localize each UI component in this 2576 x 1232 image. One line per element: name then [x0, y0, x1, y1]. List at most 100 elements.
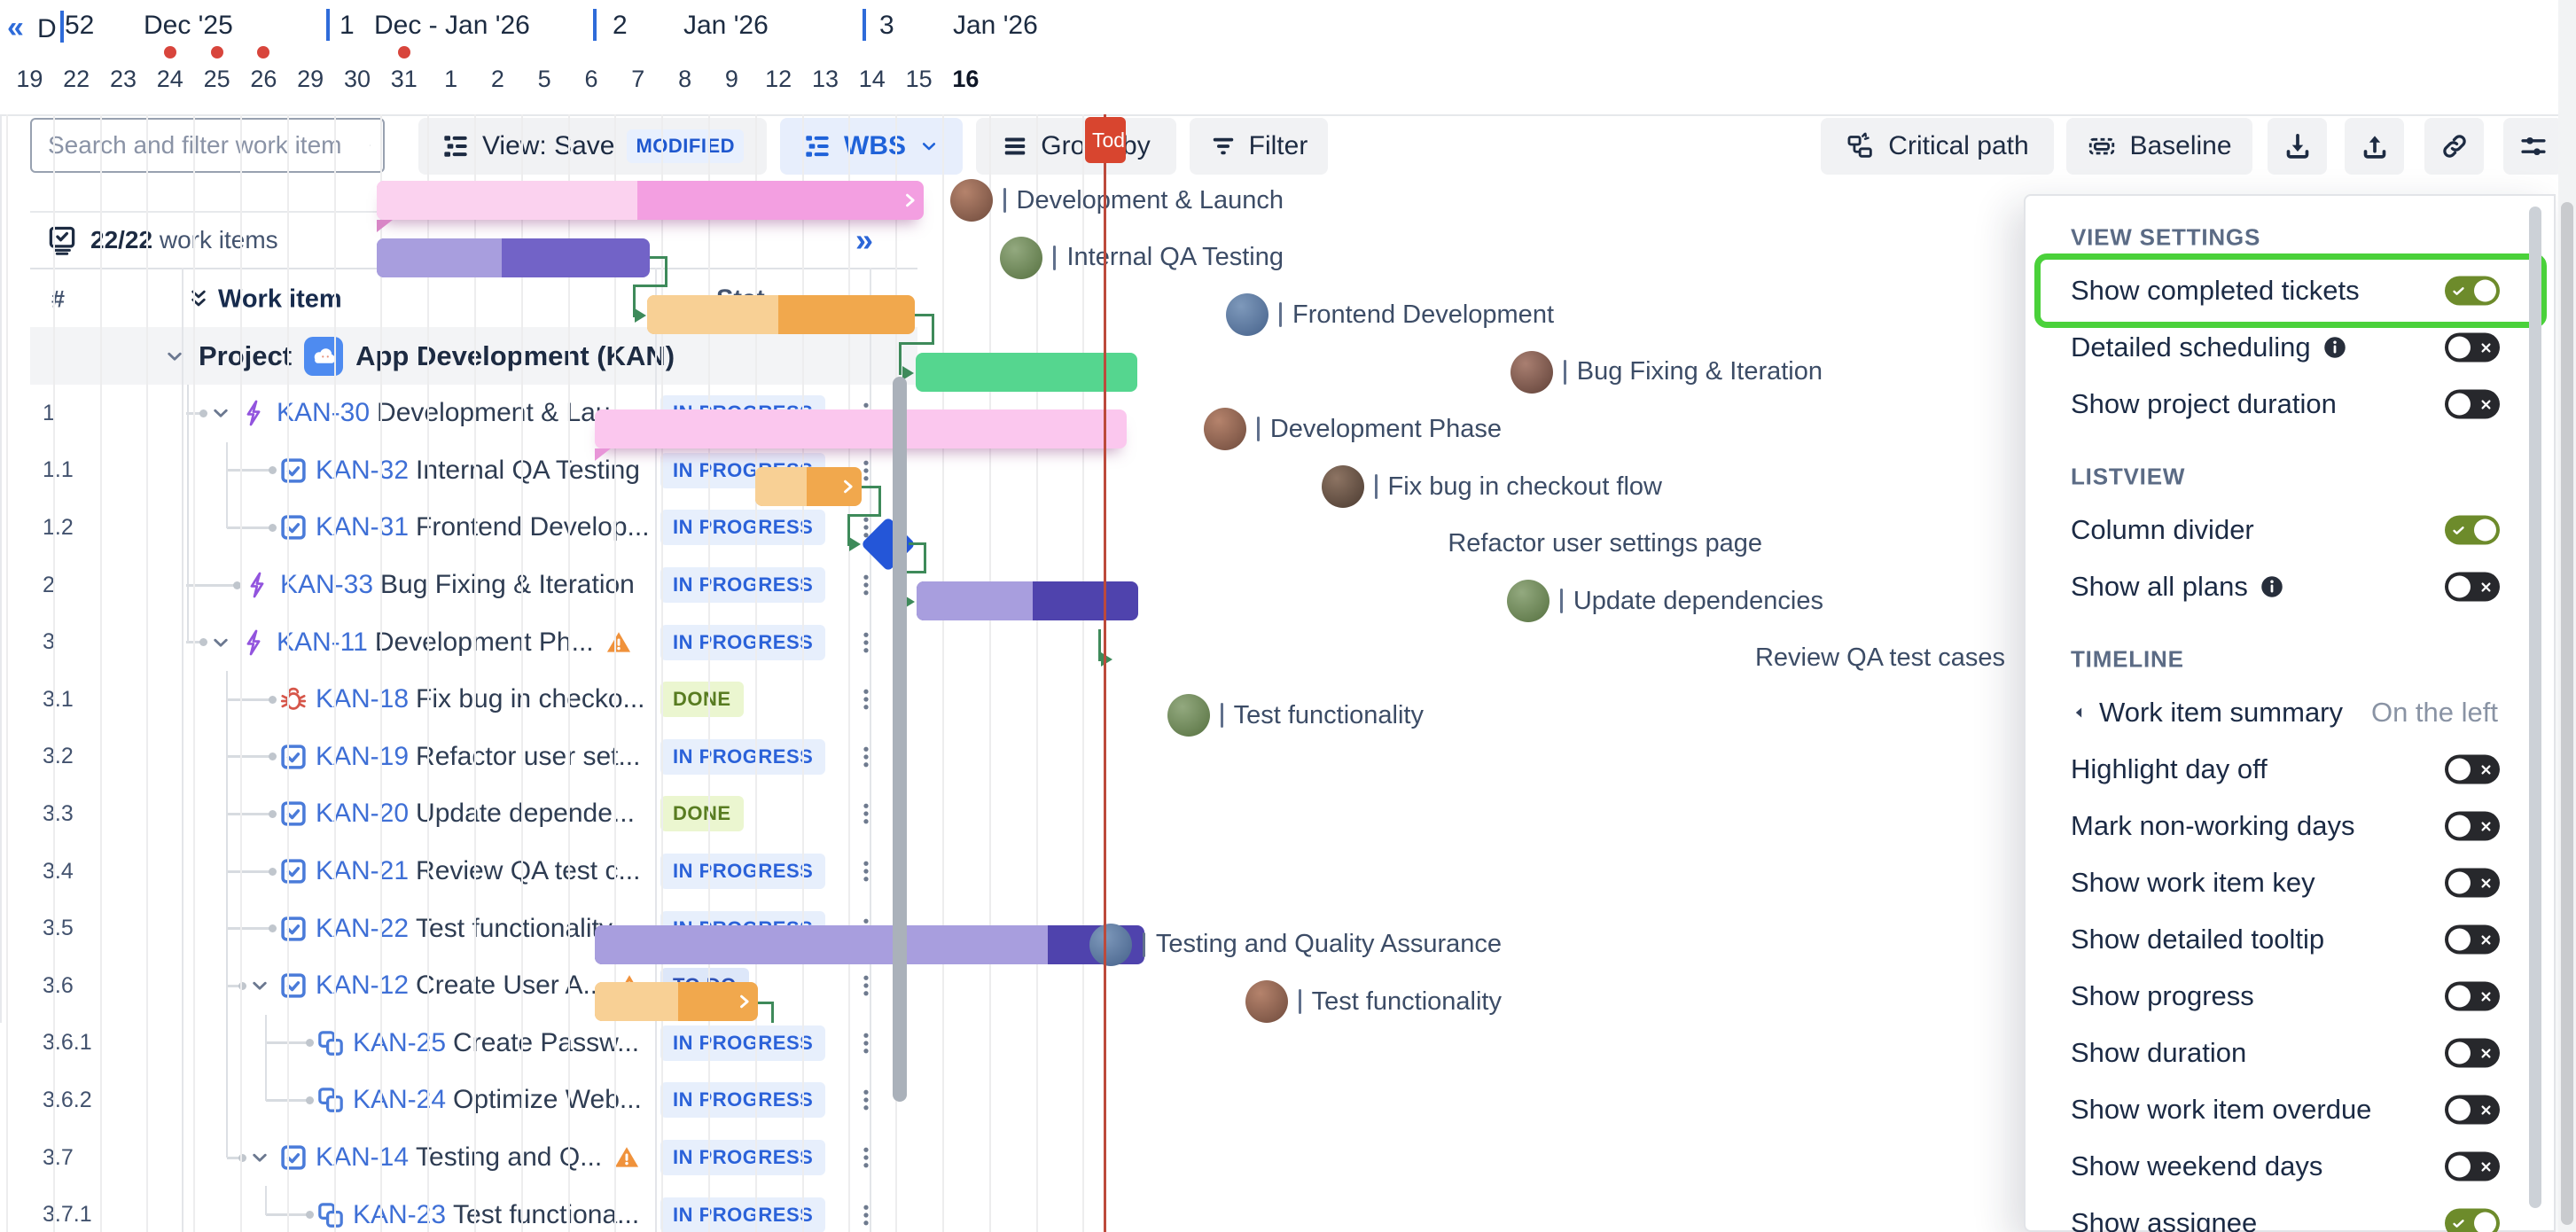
- toggle-show-project-duration[interactable]: [2445, 389, 2500, 419]
- table-row[interactable]: 2 KAN-33 Bug Fixing & Iteration IN PROGRESS: [30, 556, 917, 616]
- work-item-key[interactable]: KAN-20: [316, 799, 410, 829]
- baseline-button[interactable]: Baseline: [2066, 118, 2252, 175]
- work-item-key[interactable]: KAN-21: [316, 856, 410, 886]
- timeline-zoom-label[interactable]: D: [37, 14, 57, 43]
- row-actions-menu[interactable]: [853, 1144, 879, 1171]
- gantt-bar[interactable]: [755, 467, 862, 506]
- status-badge[interactable]: IN PROGRESS: [660, 1197, 826, 1232]
- work-item-key[interactable]: KAN-11: [277, 627, 368, 657]
- row-actions-menu[interactable]: [853, 800, 879, 827]
- table-row[interactable]: 1.2 KAN-31 Frontend Develop... IN PROGRESS: [30, 499, 917, 558]
- toggle-show-all-plans[interactable]: [2445, 572, 2500, 602]
- milestone-diamond[interactable]: [860, 516, 917, 572]
- work-items-board-icon: [46, 224, 78, 256]
- row-actions-menu[interactable]: [853, 629, 879, 656]
- status-badge[interactable]: IN PROGRESS: [660, 510, 826, 546]
- table-row[interactable]: 3 KAN-11 Development Ph... IN PROGRESS: [30, 613, 917, 673]
- status-badge[interactable]: IN PROGRESS: [660, 854, 826, 890]
- table-row[interactable]: 3.6.2 KAN-24 Optimize Web... IN PROGRESS: [30, 1072, 917, 1131]
- collapse-left-icon[interactable]: [2071, 704, 2088, 721]
- gantt-bar[interactable]: [647, 295, 915, 335]
- toggle-show-weekend-days[interactable]: [2445, 1151, 2500, 1181]
- row-actions-menu[interactable]: [853, 858, 879, 885]
- row-actions-menu[interactable]: [853, 686, 879, 713]
- work-item-key[interactable]: KAN-24: [353, 1085, 447, 1115]
- toggle-mark-non-working-days[interactable]: [2445, 811, 2500, 841]
- settings-item-value[interactable]: On the left: [2370, 697, 2498, 728]
- toggle-show-detailed-tooltip[interactable]: [2445, 924, 2500, 955]
- table-row[interactable]: 3.2 KAN-19 Refactor user set... IN PROGRESS: [30, 728, 917, 788]
- toggle-detailed-scheduling[interactable]: [2445, 332, 2500, 363]
- row-actions-menu[interactable]: [853, 1202, 879, 1228]
- gantt-bar[interactable]: [377, 181, 924, 232]
- row-actions-menu[interactable]: [853, 514, 879, 541]
- status-badge[interactable]: DONE: [660, 796, 744, 832]
- page-scrollbar-thumb[interactable]: [2561, 202, 2573, 1225]
- expand-panel-icon[interactable]: »: [855, 222, 873, 258]
- status-badge[interactable]: IN PROGRESS: [660, 738, 826, 775]
- row-actions-menu[interactable]: [853, 972, 879, 999]
- gantt-bar[interactable]: [595, 924, 1144, 964]
- view-settings-button[interactable]: [2503, 118, 2563, 175]
- row-actions-menu[interactable]: [853, 744, 879, 770]
- work-item-key[interactable]: KAN-22: [316, 913, 410, 943]
- table-row[interactable]: 3.4 KAN-21 Review QA test c... IN PROGRESS: [30, 842, 917, 902]
- work-item-key[interactable]: KAN-12: [316, 971, 410, 1001]
- work-item-key[interactable]: KAN-19: [316, 741, 410, 771]
- work-item-key[interactable]: KAN-18: [316, 684, 410, 714]
- work-item-key[interactable]: KAN-23: [353, 1199, 447, 1229]
- work-item-key[interactable]: KAN-31: [316, 512, 410, 542]
- row-collapse-icon[interactable]: [209, 631, 232, 654]
- gantt-bar[interactable]: [917, 581, 1138, 621]
- info-icon[interactable]: [2259, 573, 2285, 600]
- filter-button[interactable]: Filter: [1190, 118, 1328, 175]
- toggle-column-divider[interactable]: [2445, 515, 2500, 545]
- status-badge[interactable]: IN PROGRESS: [660, 1140, 826, 1176]
- export-button[interactable]: [2268, 118, 2327, 175]
- import-button[interactable]: [2345, 118, 2404, 175]
- status-badge[interactable]: IN PROGRESS: [660, 1082, 826, 1119]
- status-badge[interactable]: IN PROGRESS: [660, 624, 826, 660]
- work-item-key[interactable]: KAN-32: [316, 455, 410, 485]
- work-item-key[interactable]: KAN-14: [316, 1142, 410, 1173]
- table-row[interactable]: 3.7 KAN-14 Testing and Q... IN PROGRESS: [30, 1128, 917, 1189]
- project-row[interactable]: Project App Development (KAN): [30, 327, 917, 385]
- wbs-button[interactable]: WBS: [780, 118, 963, 175]
- row-collapse-icon[interactable]: [209, 402, 232, 425]
- share-link-button[interactable]: [2424, 118, 2484, 175]
- toggle-show-work-item-overdue[interactable]: [2445, 1095, 2500, 1125]
- table-row[interactable]: 3.7.1 KAN-23 Test functiona... IN PROGRESS: [30, 1186, 917, 1232]
- column-work-item[interactable]: Work item: [218, 285, 342, 313]
- toggle-show-duration[interactable]: [2445, 1038, 2500, 1068]
- project-collapse-icon[interactable]: [163, 345, 186, 368]
- status-badge[interactable]: IN PROGRESS: [660, 1025, 826, 1061]
- toggle-show-completed-tickets[interactable]: [2445, 276, 2500, 306]
- collapse-timeline-icon[interactable]: «: [7, 11, 24, 44]
- toggle-show-work-item-key[interactable]: [2445, 868, 2500, 898]
- row-actions-menu[interactable]: [853, 457, 879, 484]
- table-row[interactable]: 3.3 KAN-20 Update depende... DONE: [30, 785, 917, 845]
- gantt-bar[interactable]: [377, 238, 650, 277]
- toggle-show-assignee[interactable]: [2445, 1208, 2500, 1232]
- toggle-show-progress[interactable]: [2445, 981, 2500, 1011]
- settings-section-title: LISTVIEW: [2071, 463, 2186, 490]
- row-collapse-icon[interactable]: [248, 1146, 271, 1169]
- status-badge[interactable]: IN PROGRESS: [660, 567, 826, 604]
- row-actions-menu[interactable]: [853, 1087, 879, 1113]
- toggle-highlight-day-off[interactable]: [2445, 754, 2500, 784]
- critical-path-button[interactable]: Critical path: [1821, 118, 2054, 175]
- info-icon[interactable]: [2322, 334, 2348, 361]
- status-badge[interactable]: DONE: [660, 682, 744, 718]
- gantt-bar[interactable]: [916, 352, 1137, 392]
- gantt-bar[interactable]: [595, 409, 1127, 462]
- work-item-key[interactable]: KAN-25: [353, 1027, 447, 1057]
- row-collapse-icon[interactable]: [248, 974, 271, 997]
- row-actions-menu[interactable]: [853, 1030, 879, 1057]
- work-item-key[interactable]: KAN-30: [277, 398, 371, 428]
- toggle-knob: [2448, 1155, 2471, 1178]
- panel-scrollbar[interactable]: [2529, 207, 2541, 1208]
- row-actions-menu[interactable]: [853, 572, 879, 598]
- work-item-key[interactable]: KAN-33: [280, 570, 374, 600]
- gantt-bar[interactable]: [595, 982, 758, 1022]
- table-scrollbar[interactable]: [893, 377, 907, 1102]
